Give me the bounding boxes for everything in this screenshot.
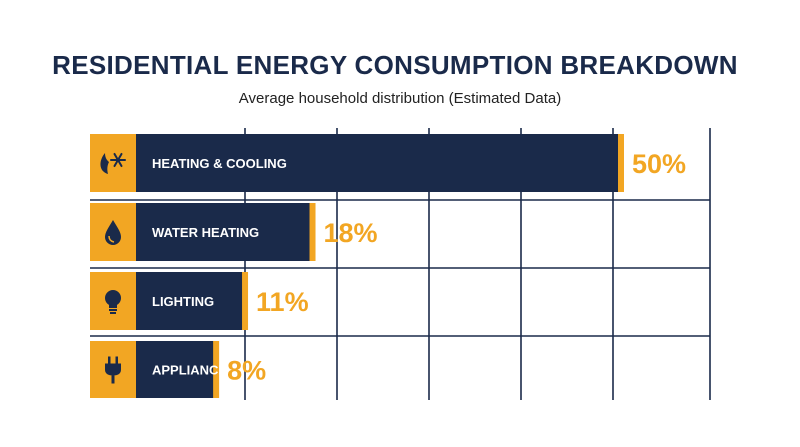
bar-label: APPLIANCES [152,363,236,378]
bar-label: WATER HEATING [152,225,259,240]
value-label: 11% [256,287,309,317]
value-label: 50% [632,149,686,179]
bar [136,203,310,261]
chart-subtitle: Average household distribution (Estimate… [238,90,562,107]
bar [136,341,214,398]
water-drop-icon [105,220,121,245]
chart-title: RESIDENTIAL ENERGY CONSUMPTION BREAKDOWN [52,50,738,80]
bar [136,134,618,192]
value-label: 18% [324,218,378,248]
bar [136,272,243,330]
bar-group: HEATING & COOLING 50% [90,134,686,192]
bar-group: LIGHTING 11% [90,272,309,330]
bar-label: HEATING & COOLING [152,156,287,171]
bars: HEATING & COOLING 50% WATER HEATING 18% LIGH… [90,134,686,398]
bar-group: WATER HEATING 18% [90,203,378,261]
light-bulb-icon [105,290,121,314]
grid-lines [90,128,711,400]
value-label: 8% [227,356,266,386]
plug-icon [105,356,121,384]
bar-label: LIGHTING [152,294,214,309]
flame-snowflake-icon [100,152,126,174]
